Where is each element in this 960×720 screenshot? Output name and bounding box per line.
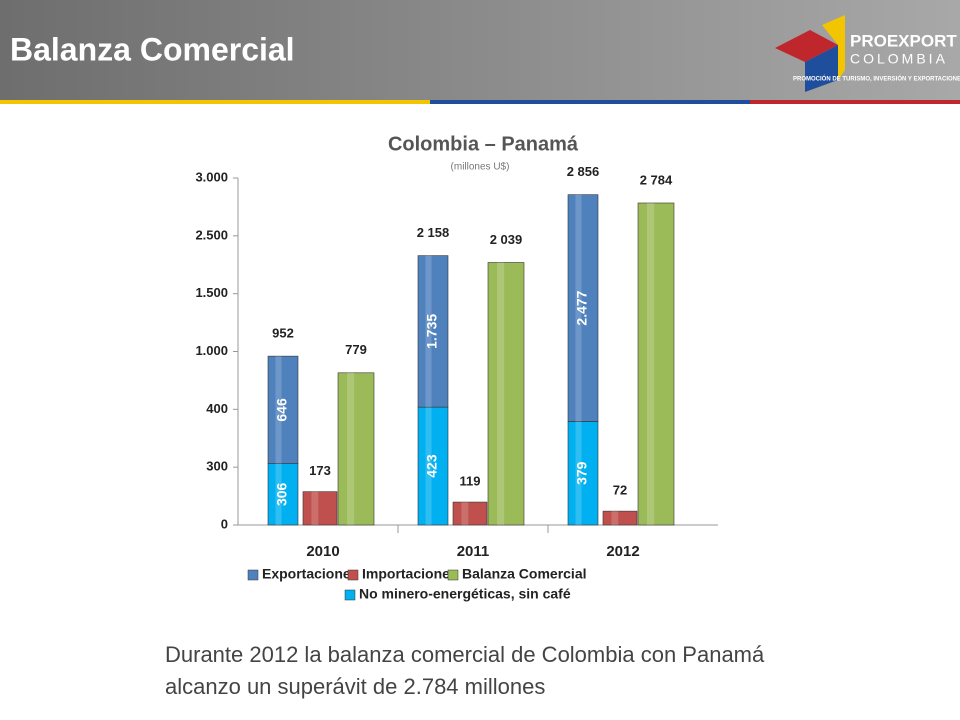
bar bbox=[602, 510, 638, 526]
bar bbox=[417, 255, 449, 408]
data-label: 173 bbox=[309, 463, 331, 478]
legend-label: No minero-energéticas, sin café bbox=[359, 586, 571, 602]
bar bbox=[487, 262, 525, 526]
slide-title: Balanza Comercial bbox=[10, 31, 295, 67]
y-tick-label: 3.000 bbox=[195, 169, 228, 184]
data-label: 2 039 bbox=[490, 232, 523, 247]
bar bbox=[417, 406, 449, 526]
body-text: Durante 2012 la balanza comercial de Col… bbox=[165, 642, 765, 667]
segment-label: 2.477 bbox=[574, 290, 590, 325]
y-tick-label: 400 bbox=[206, 401, 228, 416]
bar bbox=[637, 202, 675, 526]
y-tick-label: 2.500 bbox=[195, 227, 228, 242]
segment-label: 379 bbox=[574, 461, 590, 485]
bar-shine bbox=[461, 502, 469, 525]
y-tick-label: 0 bbox=[221, 516, 228, 531]
stack-total-label: 952 bbox=[272, 326, 294, 341]
legend-label: Balanza Comercial bbox=[462, 566, 587, 582]
body-text: alcanzo un superávit de 2.784 millones bbox=[165, 674, 545, 699]
data-label: 779 bbox=[345, 342, 367, 357]
bar-shine bbox=[425, 407, 432, 525]
stack-total-label: 2 158 bbox=[417, 225, 450, 240]
legend-swatch bbox=[347, 569, 359, 581]
bar-shine bbox=[611, 511, 619, 525]
segment-label: 1.735 bbox=[424, 314, 440, 349]
bar bbox=[567, 421, 599, 526]
bar-shine bbox=[275, 463, 282, 525]
y-tick-label: 1.000 bbox=[195, 343, 228, 358]
y-tick-label: 1.500 bbox=[195, 285, 228, 300]
bar-shine bbox=[311, 491, 319, 525]
data-label: 72 bbox=[613, 483, 627, 498]
bar-shine bbox=[575, 421, 582, 525]
logo-name: PROEXPORT bbox=[850, 31, 957, 50]
bar-shine bbox=[575, 194, 582, 422]
bar-shine bbox=[497, 262, 505, 525]
segment-label: 423 bbox=[424, 454, 440, 478]
segment-label: 646 bbox=[274, 398, 290, 422]
logo: PROEXPORT COLOMBIA PROMOCIÓN DE TURISMO,… bbox=[775, 15, 960, 92]
bar-shine bbox=[647, 202, 655, 525]
legend-swatch bbox=[344, 589, 356, 601]
bar bbox=[267, 463, 299, 526]
data-label: 119 bbox=[460, 473, 481, 488]
stack-total-label: 2 856 bbox=[567, 164, 600, 179]
x-tick-label: 2011 bbox=[457, 543, 490, 560]
stripe bbox=[750, 100, 960, 104]
bar bbox=[302, 491, 338, 526]
y-tick-label: 300 bbox=[206, 459, 228, 474]
x-tick-label: 2012 bbox=[606, 543, 639, 560]
segment-label: 306 bbox=[274, 482, 290, 506]
bar bbox=[452, 501, 488, 526]
bar bbox=[337, 372, 375, 526]
chart-title: Colombia – Panamá bbox=[388, 133, 579, 155]
chart-subtitle: (millones U$) bbox=[451, 162, 510, 173]
stripe bbox=[0, 100, 430, 104]
logo-country: COLOMBIA bbox=[850, 51, 948, 67]
bar-shine bbox=[275, 356, 282, 464]
x-tick-label: 2010 bbox=[306, 543, 339, 560]
bar bbox=[267, 355, 299, 464]
legend-swatch bbox=[247, 569, 259, 581]
bar-shine bbox=[425, 255, 432, 408]
logo-tagline: PROMOCIÓN DE TURISMO, INVERSIÓN Y EXPORT… bbox=[793, 75, 960, 83]
legend-swatch bbox=[447, 569, 459, 581]
stripe bbox=[430, 100, 750, 104]
legend-label: Exportaciones bbox=[262, 566, 359, 582]
data-label: 2 784 bbox=[640, 172, 673, 187]
bar-shine bbox=[347, 372, 355, 525]
bar bbox=[567, 194, 599, 422]
legend-label: Importaciones bbox=[362, 566, 458, 582]
